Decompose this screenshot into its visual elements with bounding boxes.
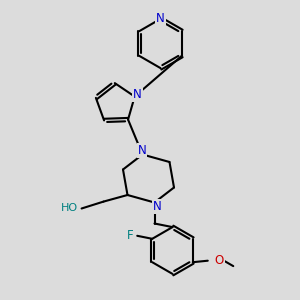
Text: F: F — [127, 229, 134, 242]
Text: N: N — [156, 12, 165, 25]
Text: HO: HO — [60, 203, 78, 213]
Text: N: N — [153, 200, 162, 213]
Text: O: O — [214, 254, 224, 267]
Text: N: N — [133, 88, 142, 100]
Text: N: N — [137, 144, 146, 158]
